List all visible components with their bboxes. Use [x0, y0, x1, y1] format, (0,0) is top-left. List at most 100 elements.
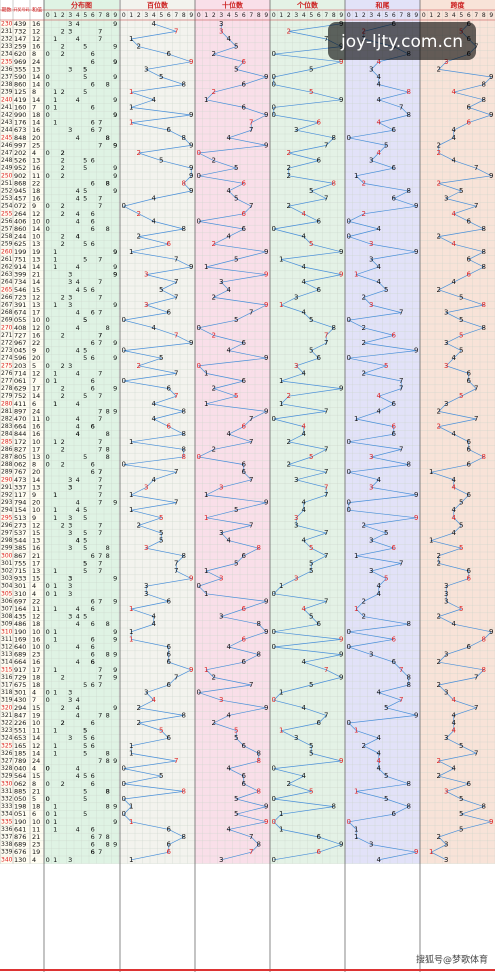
trend-digit: 9	[339, 757, 343, 765]
sum-value: 11	[32, 825, 40, 833]
distribution-digit: 1	[53, 825, 57, 833]
sum-value: 24	[32, 757, 40, 765]
period: 285	[1, 438, 13, 445]
distribution-digit: 0	[46, 689, 50, 697]
distribution-digit: 9	[113, 58, 117, 66]
trend-digit: 6	[467, 255, 472, 263]
trend-digit: 5	[234, 795, 238, 803]
trend-digit: 6	[167, 50, 172, 58]
digit-header: 2	[362, 12, 366, 19]
trend-digit: 5	[384, 772, 388, 780]
trend-digit: 3	[219, 575, 223, 583]
trend-digit: 5	[234, 316, 238, 324]
distribution-digit: 6	[91, 658, 95, 666]
trend-digit: 0	[347, 233, 351, 241]
digit-header: 4	[76, 12, 80, 19]
sum-value: 14	[32, 225, 40, 233]
distribution-digit: 4	[76, 347, 80, 355]
trend-digit: 9	[339, 673, 343, 681]
trend-digit: 8	[182, 430, 186, 438]
distribution-digit: 3	[68, 65, 72, 73]
distribution-digit: 1	[53, 514, 57, 522]
trend-digit: 4	[452, 529, 457, 537]
distribution-digit: 5	[83, 787, 87, 795]
draw-number: 697	[14, 597, 26, 605]
distribution-digit: 6	[91, 468, 95, 476]
distribution-digit: 3	[68, 521, 72, 529]
draw-number: 117	[14, 491, 26, 499]
trend-digit: 1	[129, 749, 133, 757]
distribution-digit: 2	[61, 438, 65, 446]
period: 276	[1, 370, 13, 377]
sum-value: 10	[32, 818, 40, 826]
distribution-digit: 1	[53, 727, 57, 735]
period: 309	[1, 621, 13, 628]
trend-digit: 6	[392, 635, 397, 643]
distribution-digit: 5	[83, 187, 87, 195]
trend-digit: 0	[197, 217, 201, 225]
trend-digit: 3	[144, 544, 148, 552]
trend-digit: 4	[377, 392, 382, 400]
distribution-digit: 5	[83, 681, 87, 689]
distribution-digit: 7	[98, 438, 102, 446]
draw-number: 689	[14, 651, 26, 659]
distribution-digit: 7	[98, 711, 102, 719]
trend-digit: 8	[257, 620, 261, 628]
distribution-digit: 1	[53, 856, 57, 864]
trend-digit: 1	[429, 537, 433, 545]
trend-digit: 2	[212, 331, 216, 339]
distribution-digit: 7	[98, 202, 102, 210]
trend-digit: 6	[242, 461, 247, 469]
distribution-digit: 2	[61, 88, 65, 96]
trend-digit: 4	[302, 772, 307, 780]
trend-digit: 4	[452, 483, 457, 491]
trend-digit: 4	[227, 430, 232, 438]
distribution-digit: 4	[76, 309, 80, 317]
distribution-digit: 3	[68, 696, 72, 704]
distribution-digit: 2	[61, 392, 65, 400]
trend-digit: 5	[459, 742, 463, 750]
period: 298	[1, 537, 13, 544]
distribution-digit: 0	[46, 810, 50, 818]
trend-digit: 6	[242, 377, 247, 385]
trend-digit: 3	[144, 582, 148, 590]
trend-digit: 5	[384, 529, 388, 537]
trend-digit: 2	[212, 673, 216, 681]
trend-digit: 6	[392, 423, 397, 431]
trend-digit: 8	[482, 453, 486, 461]
distribution-digit: 5	[83, 88, 87, 96]
draw-number: 714	[14, 369, 26, 377]
trend-digit: 9	[264, 597, 268, 605]
period: 339	[1, 849, 13, 856]
trend-digit: 9	[264, 407, 268, 415]
trend-digit: 9	[189, 172, 193, 180]
period: 281	[1, 408, 13, 415]
trend-digit: 6	[242, 58, 247, 66]
trend-digit: 2	[212, 157, 216, 165]
distribution-digit: 1	[53, 255, 57, 263]
distribution-digit: 6	[91, 210, 95, 218]
period: 336	[1, 826, 13, 833]
trend-digit: 4	[302, 658, 307, 666]
distribution-digit: 7	[98, 499, 102, 507]
trend-digit: 4	[452, 765, 457, 773]
sum-value: 16	[32, 430, 40, 438]
trend-digit: 6	[392, 331, 397, 339]
trend-digit: 1	[279, 301, 283, 309]
digit-header: 8	[257, 12, 261, 19]
digit-header: 3	[68, 12, 72, 19]
trend-digit: 1	[204, 567, 208, 575]
trend-digit: 9	[264, 141, 268, 149]
distribution-digit: 1	[53, 590, 57, 598]
trend-digit: 6	[317, 833, 322, 841]
sum-value: 15	[32, 286, 40, 294]
trend-digit: 5	[159, 537, 163, 545]
trend-digit: 1	[129, 88, 133, 96]
trend-digit: 5	[159, 286, 163, 294]
distribution-digit: 7	[98, 833, 102, 841]
trend-digit: 3	[294, 514, 298, 522]
trend-digit: 7	[174, 255, 178, 263]
sum-value: 12	[32, 293, 40, 301]
period: 235	[1, 58, 13, 65]
period: 293	[1, 499, 13, 506]
